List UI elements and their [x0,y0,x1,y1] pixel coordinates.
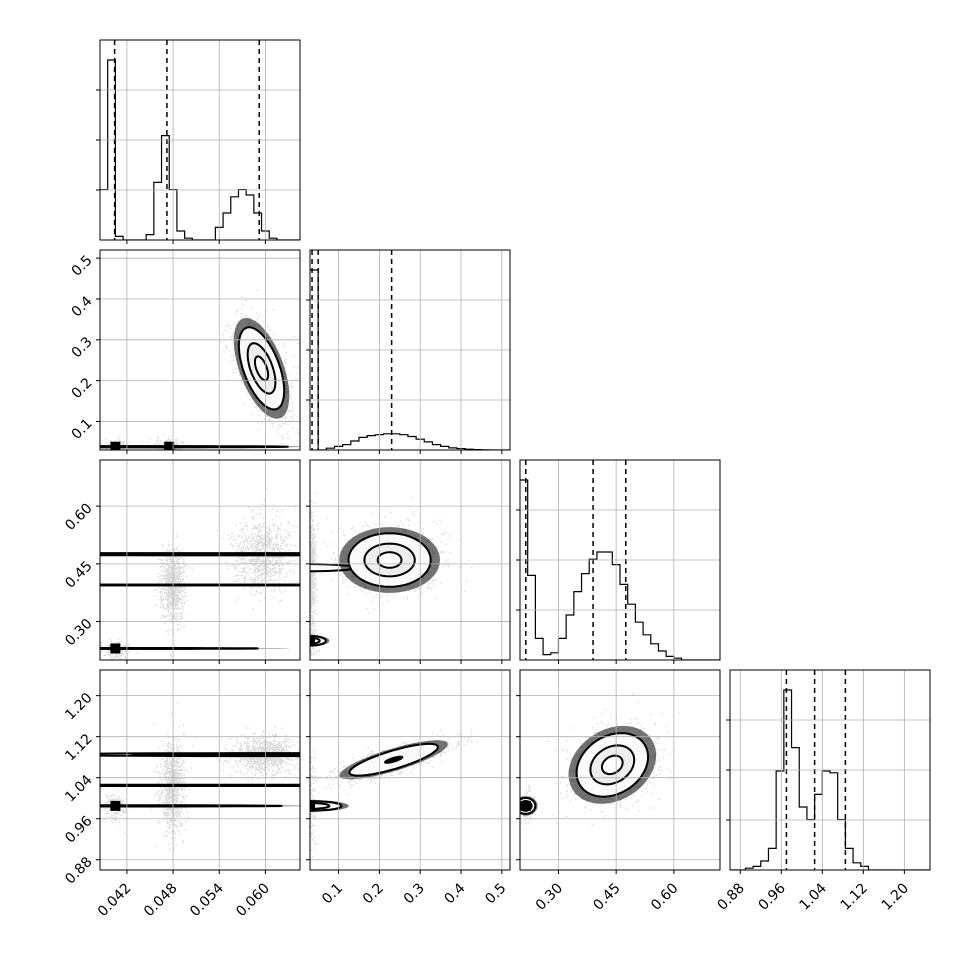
scatter-points [310,726,319,861]
x-tick-label: 0.4 [442,880,469,907]
x-tick-label: 0.048 [141,880,181,920]
y-tick-label: 0.88 [62,854,95,887]
contour-line [376,551,403,569]
x-tick-label: 0.96 [756,880,789,913]
histogram-step [730,689,930,870]
density-peak [110,643,121,654]
panel-plot-area [310,492,473,660]
panel-plot-area [100,488,300,660]
x-tick-label: 0.45 [590,880,623,913]
histogram-step [310,269,510,450]
y-tick-label: 0.5 [69,253,96,280]
histogram-step [100,59,300,240]
panel-frame [309,249,511,451]
hist-panel-4: 0.88 0.96 1.04 1.12 1.20 [715,669,931,914]
x-tick-label: 1.04 [797,880,830,913]
panel-frame [99,669,301,871]
panel-frame [99,249,301,451]
density-peak [310,800,315,811]
panel-plot-area [520,692,680,830]
scatter-panel-1-3: 0.30 0.45 0.60 [62,459,301,664]
density-peak [520,800,531,811]
density-peak [310,635,315,646]
panel-frame [519,459,721,661]
y-tick-label: 0.3 [69,334,96,361]
scatter-panel-2-3 [306,459,511,664]
y-tick-label: 1.04 [62,772,95,805]
panel-plot-area [310,726,478,861]
panel-plot-area [100,702,300,850]
panel-frame [99,39,301,241]
scatter-panel-3-4: 0.30 0.45 0.60 [516,669,721,914]
scatter-points [100,789,134,834]
x-tick-label: 0.054 [187,880,227,920]
histogram-step [520,479,720,660]
x-tick-label: 0.88 [715,880,748,913]
y-tick-label: 1.12 [62,731,95,764]
scatter-points [216,488,300,610]
x-tick-label: 0.60 [648,880,681,913]
x-tick-label: 0.1 [319,880,346,907]
contour-line [200,753,300,757]
x-tick-label: 1.20 [879,880,912,913]
x-tick-label: 0.30 [533,880,566,913]
contour-line [100,647,204,650]
contour-line [384,755,404,764]
y-tick-label: 0.30 [62,616,95,649]
y-tick-label: 0.96 [62,813,95,846]
scatter-points [154,533,193,658]
x-tick-label: 0.3 [401,880,428,907]
scatter-points [151,702,197,850]
contour-line [100,804,218,808]
y-tick-label: 0.2 [69,375,96,402]
contour-line [105,552,300,556]
y-tick-label: 0.45 [62,558,95,591]
x-tick-label: 1.12 [838,880,871,913]
panel-frame [309,459,511,661]
scatter-panel-2-4: 0.1 0.2 0.3 0.4 0.5 [306,669,511,907]
x-tick-label: 0.5 [482,880,509,907]
density-peak [164,441,175,450]
x-tick-label: 0.2 [360,880,387,907]
hist-panel-1 [96,39,301,244]
x-tick-label: 0.042 [95,880,135,920]
scatter-points [310,497,473,624]
y-tick-label: 0.4 [69,293,96,320]
panel-plot-area [100,289,300,450]
panel-frame [309,669,511,871]
density-peak [110,800,121,811]
y-tick-label: 0.60 [62,500,95,533]
hist-panel-3 [516,459,721,664]
y-tick-label: 0.1 [69,416,96,443]
hist-panel-2 [306,249,511,454]
panel-frame [729,669,931,871]
scatter-panel-1-2: 0.1 0.2 0.3 0.4 0.5 [69,249,301,454]
y-tick-label: 1.20 [62,690,95,723]
scatter-points [547,692,680,826]
x-tick-label: 0.060 [233,880,273,920]
panel-frame [99,459,301,661]
panel-frame [519,669,721,871]
